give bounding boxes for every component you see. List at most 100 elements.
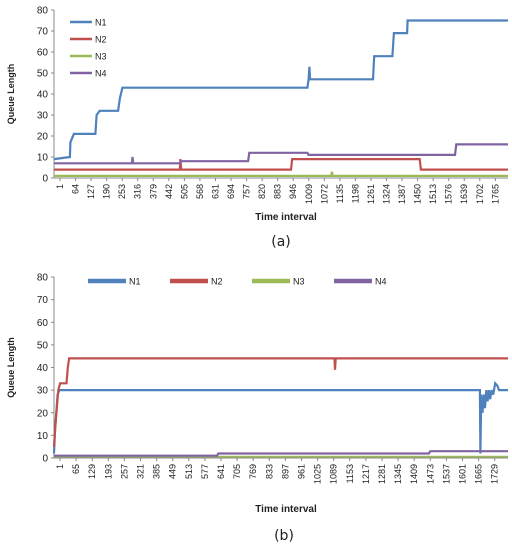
x-tick-label: 1135 (335, 184, 345, 203)
y-tick-label: 80 (37, 6, 49, 17)
x-tick-label: 1261 (366, 184, 376, 204)
y-tick-label: 70 (37, 27, 49, 38)
x-tick-label: 1 (55, 464, 65, 469)
y-tick-label: 40 (37, 363, 49, 374)
x-tick-label: 505 (179, 184, 189, 199)
y-tick-label: 50 (37, 69, 49, 80)
x-tick-label: 321 (135, 464, 145, 479)
x-tick-label: 1387 (397, 184, 407, 204)
x-tick-label: 65 (71, 464, 81, 474)
x-tick-label: 641 (216, 464, 226, 479)
legend-label: N4 (375, 277, 387, 287)
x-tick-label: 129 (87, 464, 97, 479)
chart-caption: (a) (271, 234, 291, 250)
x-tick-label: 1665 (474, 464, 484, 484)
x-tick-label: 442 (164, 184, 174, 199)
series-line-N4 (54, 450, 508, 457)
x-tick-label: 769 (248, 464, 258, 479)
x-tick-label: 64 (71, 184, 81, 194)
y-axis-title: Queue Length (6, 337, 16, 398)
legend-item-N2: N2 (170, 277, 223, 287)
series-line-N4 (54, 143, 508, 165)
legend-label: N4 (95, 69, 107, 79)
x-tick-label: 1576 (444, 184, 454, 204)
x-tick-label: 1450 (413, 184, 423, 204)
x-tick-label: 1601 (457, 464, 467, 484)
legend-label: N2 (211, 277, 223, 287)
x-tick-label: 946 (288, 184, 298, 199)
x-tick-label: 193 (103, 464, 113, 479)
x-tick-label: 1513 (428, 184, 438, 204)
x-tick-label: 1345 (393, 464, 403, 484)
x-tick-label: 757 (242, 184, 252, 199)
legend-item-N4: N4 (70, 69, 107, 79)
legend-item-N1: N1 (88, 277, 141, 287)
x-tick-label: 513 (184, 464, 194, 479)
x-axis-title: Time interval (255, 212, 317, 223)
legend-item-N1: N1 (70, 18, 107, 28)
y-tick-label: 60 (37, 48, 49, 59)
series-line-N1 (52, 380, 508, 454)
y-tick-label: 10 (37, 431, 49, 442)
chart-1: 0 10 20 30 40 50 60 70 80 Queue Length 1 64 127 190 25… (6, 6, 508, 250)
y-tick-label: 60 (37, 318, 49, 329)
x-tick-label: 1409 (409, 464, 419, 484)
x-tick-label: 1 (55, 184, 65, 189)
x-tick-label: 897 (280, 464, 290, 479)
chart-caption: (b) (274, 528, 294, 544)
y-tick-label: 40 (37, 90, 49, 101)
x-tick-label: 961 (296, 464, 306, 479)
legend-label: N2 (95, 35, 107, 45)
x-tick-label: 449 (168, 464, 178, 479)
x-tick-label: 253 (117, 184, 127, 199)
x-tick-label: 1072 (319, 184, 329, 204)
x-tick-label: 1702 (475, 184, 485, 204)
legend-item-N4: N4 (334, 277, 387, 287)
x-tick-label: 705 (232, 464, 242, 479)
x-tick-label: 1537 (441, 464, 451, 484)
x-tick-label: 1765 (490, 184, 500, 204)
x-tick-label: 1198 (350, 184, 360, 203)
legend-item-N3: N3 (252, 277, 305, 287)
x-tick-label: 190 (102, 184, 112, 199)
x-tick-label: 577 (200, 464, 210, 479)
x-tick-label: 1281 (377, 464, 387, 484)
x-tick-label: 1009 (304, 184, 314, 204)
x-tick-label: 1089 (329, 464, 339, 484)
x-tick-label: 127 (86, 184, 96, 199)
x-tick-label: 1473 (425, 464, 435, 484)
y-axis-title: Queue Length (6, 64, 16, 125)
legend-item-N2: N2 (70, 35, 107, 45)
y-tick-label: 20 (37, 408, 49, 419)
legend-label: N1 (129, 277, 141, 287)
x-tick-label: 568 (195, 184, 205, 199)
legend-label: N1 (95, 18, 107, 28)
chart-2: 0 10 20 30 40 50 60 70 80 Queue Length 1 65 129 193 25… (6, 273, 508, 544)
x-tick-label: 316 (133, 184, 143, 199)
y-tick-label: 30 (37, 386, 49, 397)
x-tick-label: 1025 (313, 464, 323, 484)
series-line-N2 (52, 357, 508, 447)
y-tick-label: 0 (42, 174, 48, 185)
series-line-N3 (54, 171, 508, 177)
legend-item-N3: N3 (70, 52, 107, 62)
y-tick-label: 70 (37, 295, 49, 306)
y-tick-label: 30 (37, 111, 49, 122)
legend-label: N3 (293, 277, 305, 287)
x-tick-label: 379 (148, 184, 158, 199)
x-tick-label: 257 (119, 464, 129, 479)
x-tick-label: 1217 (361, 464, 371, 484)
x-tick-label: 385 (152, 464, 162, 479)
x-tick-label: 883 (273, 184, 283, 199)
y-tick-label: 0 (42, 454, 48, 465)
y-tick-label: 80 (37, 273, 49, 284)
x-axis-title: Time interval (255, 504, 317, 515)
series-line-N1 (53, 19, 508, 161)
x-tick-label: 820 (257, 184, 267, 199)
x-tick-label: 694 (226, 184, 236, 199)
x-tick-label: 833 (264, 464, 274, 479)
y-tick-label: 20 (37, 132, 49, 143)
y-tick-label: 50 (37, 340, 49, 351)
x-tick-label: 1153 (345, 464, 355, 483)
